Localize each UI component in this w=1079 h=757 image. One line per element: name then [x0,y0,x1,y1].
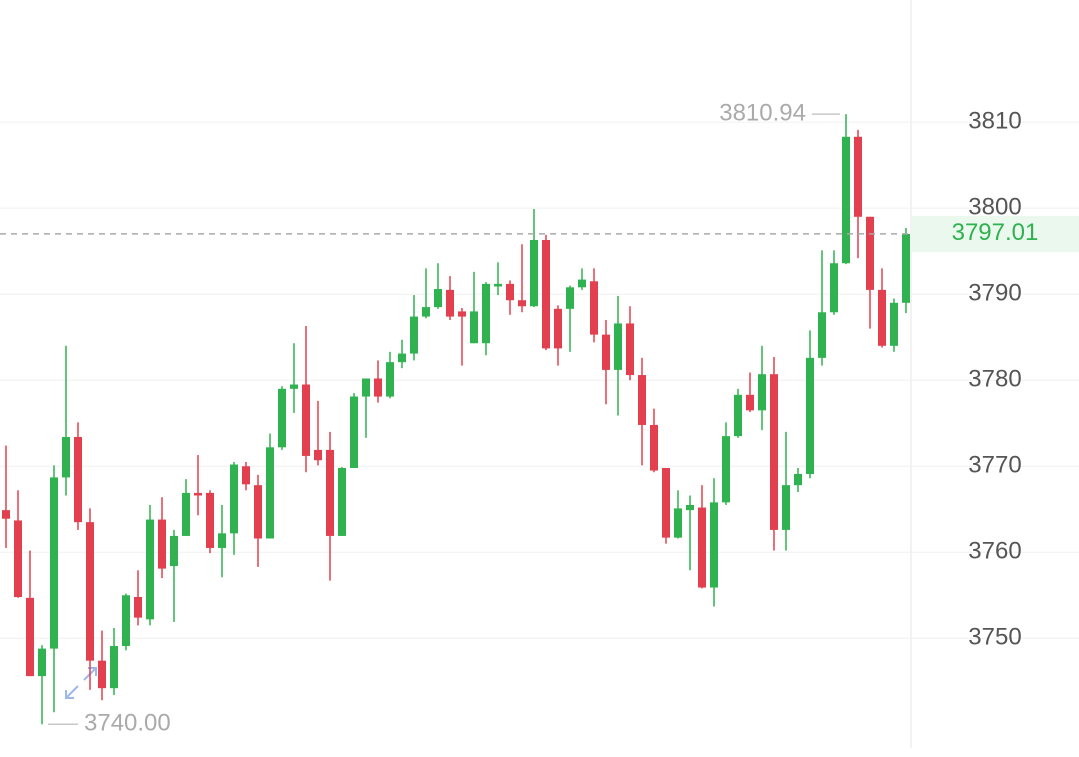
y-tick-label: 3780 [968,366,1021,393]
last-price-label: 3797.01 [952,219,1039,246]
candle-body [206,492,214,548]
candle-body [338,467,346,536]
candle-body [770,374,778,530]
candle-body [746,394,754,411]
candle-body [830,263,838,313]
candle-body [794,473,802,486]
candle-body [782,485,790,530]
candle-body [158,519,166,569]
candle-body [434,289,442,308]
candle-body [50,477,58,649]
candle-body [650,424,658,471]
candle-body [350,396,358,468]
candle-body [614,323,622,370]
candle-body [362,378,370,397]
candle-body [2,510,10,519]
candle-body [722,436,730,503]
candle-body [734,394,742,437]
candle-body [566,287,574,309]
candle-body [710,502,718,588]
candle-body [398,353,406,363]
max-label: 3810.94 [719,99,806,126]
candle-body [674,508,682,538]
candle-body [26,597,34,677]
candle-body [134,596,142,618]
candle-body [326,449,334,536]
candle-body [482,283,490,344]
candle-body [242,466,250,485]
candle-body [194,492,202,496]
candle-body [374,378,382,397]
candle-body [410,316,418,354]
candle-body [530,240,538,307]
candle-body [422,307,430,317]
candle-body [458,311,466,317]
candle-body [14,520,22,597]
candle-body [662,467,670,538]
candle-body [866,216,874,290]
candle-body [494,283,502,287]
candle-body [278,388,286,448]
candle-body [638,375,646,425]
y-tick-label: 3750 [968,624,1021,651]
candle-body [554,308,562,349]
candle-body [686,504,694,511]
candle-body [38,648,46,677]
candle-body [854,136,862,217]
y-tick-label: 3810 [968,107,1021,134]
candle-body [302,384,310,456]
candle-body [470,311,478,344]
candle-body [182,492,190,536]
candle-body [170,535,178,567]
candle-body [386,362,394,397]
candle-body [506,283,514,301]
candle-body [602,334,610,370]
candle-body [542,240,550,349]
candle-body [818,312,826,358]
candle-body [290,384,298,389]
candle-body [698,507,706,588]
min-label: 3740.00 [84,710,171,737]
candle-body [266,447,274,539]
candle-body [518,300,526,307]
candle-body [230,464,238,534]
candle-body [98,660,106,689]
y-tick-label: 3790 [968,280,1021,307]
candle-body [626,323,634,376]
candle-body [146,519,154,620]
candle-body [110,646,118,689]
candle-body [842,136,850,264]
candle-body [314,449,322,461]
candle-body [86,522,94,661]
candle-body [74,436,82,523]
candle-body [254,485,262,539]
y-tick-label: 3760 [968,538,1021,565]
y-tick-label: 3770 [968,452,1021,479]
candle-body [446,289,454,317]
candle-body [122,595,130,647]
candle-body [758,374,766,411]
candle-body [218,533,226,548]
candle-body [62,436,70,478]
candle-body [578,279,586,288]
candle-body [902,233,910,303]
candle-body [590,281,598,335]
last-price-box [912,215,1079,252]
candle-body [890,302,898,346]
candle-body [806,357,814,474]
candle-body [878,289,886,346]
